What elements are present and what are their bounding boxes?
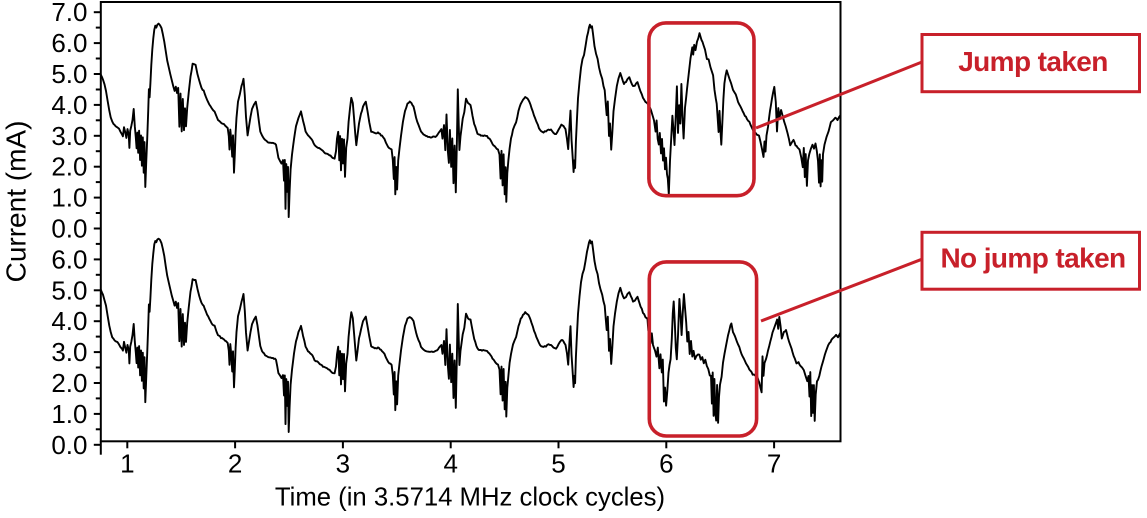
svg-text:3.0: 3.0 <box>51 121 87 151</box>
svg-text:No jump taken: No jump taken <box>940 243 1125 274</box>
svg-text:Current (mA): Current (mA) <box>1 121 32 283</box>
svg-text:0.0: 0.0 <box>51 214 87 244</box>
svg-text:3: 3 <box>336 449 350 479</box>
svg-text:6: 6 <box>659 449 673 479</box>
svg-text:1.0: 1.0 <box>51 399 87 429</box>
svg-text:2.0: 2.0 <box>51 368 87 398</box>
svg-text:7.0: 7.0 <box>51 0 87 27</box>
svg-text:Jump taken: Jump taken <box>958 46 1108 77</box>
svg-text:4: 4 <box>443 449 457 479</box>
svg-text:1: 1 <box>120 449 134 479</box>
svg-text:2.0: 2.0 <box>51 152 87 182</box>
svg-text:Time (in 3.5714 MHz clock cycl: Time (in 3.5714 MHz clock cycles) <box>275 484 665 512</box>
svg-text:5: 5 <box>551 449 565 479</box>
svg-text:1.0: 1.0 <box>51 183 87 213</box>
svg-text:5.0: 5.0 <box>51 275 87 305</box>
svg-text:3.0: 3.0 <box>51 337 87 367</box>
svg-text:4.0: 4.0 <box>51 306 87 336</box>
svg-text:6.0: 6.0 <box>51 28 87 58</box>
svg-text:0.0: 0.0 <box>51 430 87 460</box>
svg-text:6.0: 6.0 <box>51 244 87 274</box>
svg-text:7: 7 <box>767 449 781 479</box>
svg-text:4.0: 4.0 <box>51 90 87 120</box>
svg-text:2: 2 <box>228 449 242 479</box>
svg-text:5.0: 5.0 <box>51 59 87 89</box>
